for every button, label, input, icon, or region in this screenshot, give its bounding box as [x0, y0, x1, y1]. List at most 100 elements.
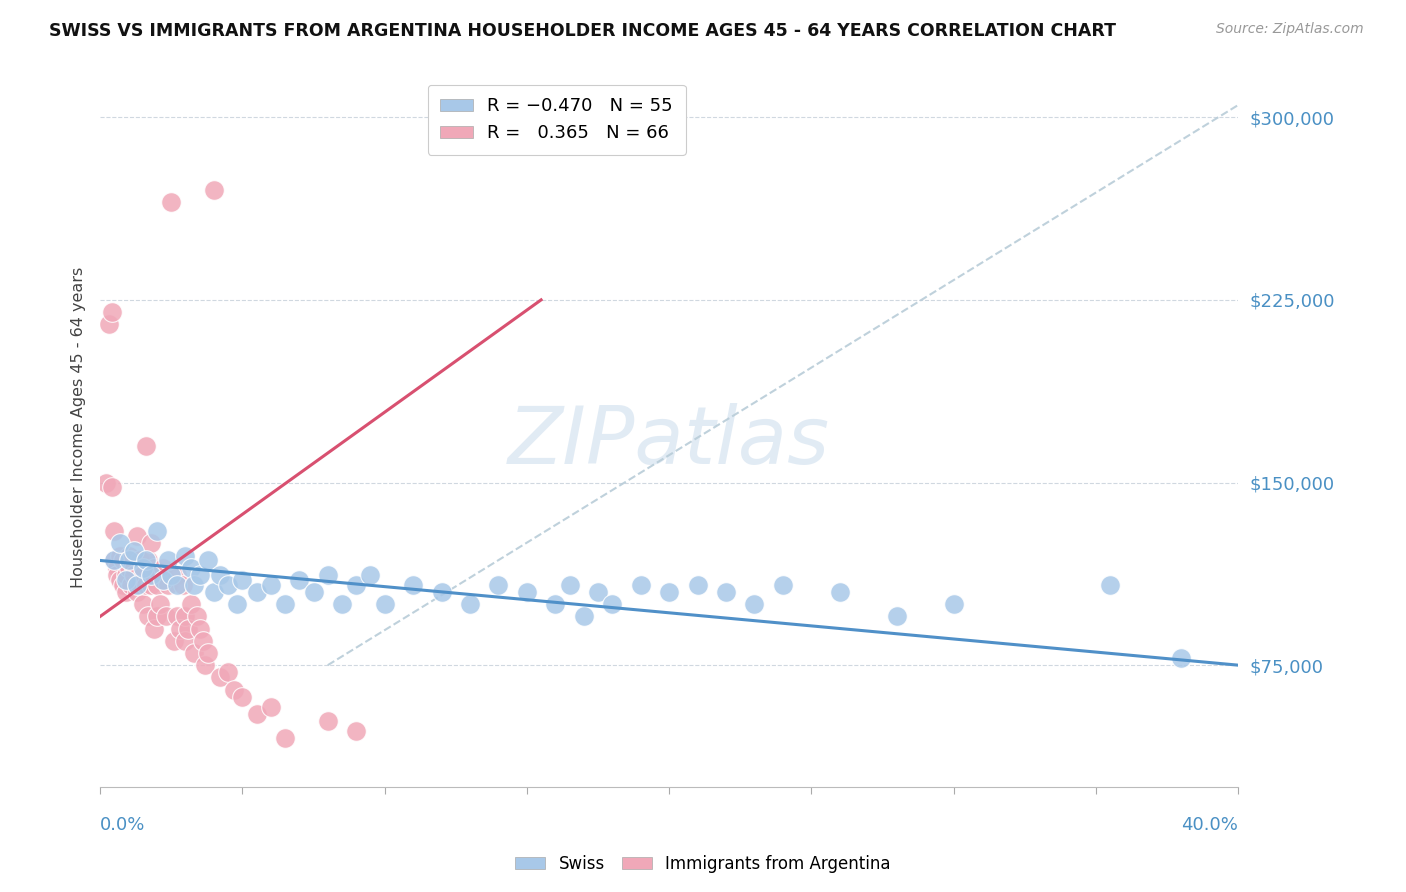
Point: [886, 609, 908, 624]
Point: [105, 560, 128, 574]
Text: ZIPatlas: ZIPatlas: [508, 403, 830, 481]
Point: [138, 609, 160, 624]
Point: [202, 585, 225, 599]
Point: [183, 646, 205, 660]
Point: [714, 585, 737, 599]
Point: [828, 585, 851, 599]
Point: [208, 568, 231, 582]
Point: [180, 560, 202, 574]
Point: [772, 578, 794, 592]
Point: [138, 553, 160, 567]
Point: [246, 585, 269, 599]
Point: [117, 549, 139, 563]
Point: [430, 585, 453, 599]
Point: [1099, 578, 1122, 592]
Point: [100, 480, 122, 494]
Point: [152, 573, 174, 587]
Point: [217, 665, 239, 680]
Point: [186, 609, 208, 624]
Point: [157, 553, 180, 567]
Point: [572, 609, 595, 624]
Point: [97, 317, 120, 331]
Point: [108, 549, 131, 563]
Point: [146, 524, 169, 539]
Point: [302, 585, 325, 599]
Point: [117, 553, 139, 567]
Point: [246, 706, 269, 721]
Point: [122, 568, 145, 582]
Point: [488, 578, 510, 592]
Point: [194, 658, 217, 673]
Point: [127, 529, 149, 543]
Point: [166, 568, 188, 582]
Point: [146, 609, 169, 624]
Point: [274, 597, 297, 611]
Point: [135, 578, 157, 592]
Point: [103, 553, 125, 567]
Text: SWISS VS IMMIGRANTS FROM ARGENTINA HOUSEHOLDER INCOME AGES 45 - 64 YEARS CORRELA: SWISS VS IMMIGRANTS FROM ARGENTINA HOUSE…: [49, 22, 1116, 40]
Point: [94, 475, 117, 490]
Point: [274, 731, 297, 746]
Point: [160, 195, 183, 210]
Point: [105, 568, 128, 582]
Point: [197, 646, 219, 660]
Point: [344, 578, 367, 592]
Point: [516, 585, 538, 599]
Point: [231, 690, 253, 704]
Point: [141, 578, 163, 592]
Point: [127, 578, 149, 592]
Point: [217, 578, 239, 592]
Point: [114, 568, 136, 582]
Point: [402, 578, 425, 592]
Point: [114, 585, 136, 599]
Point: [146, 578, 169, 592]
Point: [942, 597, 965, 611]
Point: [180, 597, 202, 611]
Point: [143, 560, 166, 574]
Point: [169, 622, 191, 636]
Point: [744, 597, 766, 611]
Point: [191, 633, 214, 648]
Point: [120, 578, 142, 592]
Point: [127, 585, 149, 599]
Point: [103, 524, 125, 539]
Point: [122, 560, 145, 574]
Point: [103, 553, 125, 567]
Point: [174, 609, 197, 624]
Point: [188, 568, 211, 582]
Point: [202, 183, 225, 197]
Point: [166, 609, 188, 624]
Text: 0.0%: 0.0%: [100, 815, 145, 834]
Point: [586, 585, 609, 599]
Point: [231, 573, 253, 587]
Point: [658, 585, 681, 599]
Point: [344, 723, 367, 738]
Point: [197, 553, 219, 567]
Point: [225, 597, 247, 611]
Point: [222, 682, 245, 697]
Point: [117, 560, 139, 574]
Point: [544, 597, 567, 611]
Point: [316, 714, 339, 728]
Point: [152, 560, 174, 574]
Text: 40.0%: 40.0%: [1181, 815, 1239, 834]
Point: [141, 568, 163, 582]
Point: [143, 622, 166, 636]
Point: [111, 578, 134, 592]
Point: [177, 622, 200, 636]
Point: [172, 578, 194, 592]
Legend: R = −0.470   N = 55, R =   0.365   N = 66: R = −0.470 N = 55, R = 0.365 N = 66: [427, 85, 686, 155]
Point: [288, 573, 311, 587]
Point: [188, 622, 211, 636]
Point: [260, 699, 283, 714]
Point: [260, 578, 283, 592]
Point: [458, 597, 481, 611]
Point: [330, 597, 353, 611]
Point: [163, 633, 186, 648]
Legend: Swiss, Immigrants from Argentina: Swiss, Immigrants from Argentina: [509, 848, 897, 880]
Point: [208, 670, 231, 684]
Point: [1170, 651, 1192, 665]
Point: [135, 439, 157, 453]
Point: [141, 536, 163, 550]
Point: [120, 553, 142, 567]
